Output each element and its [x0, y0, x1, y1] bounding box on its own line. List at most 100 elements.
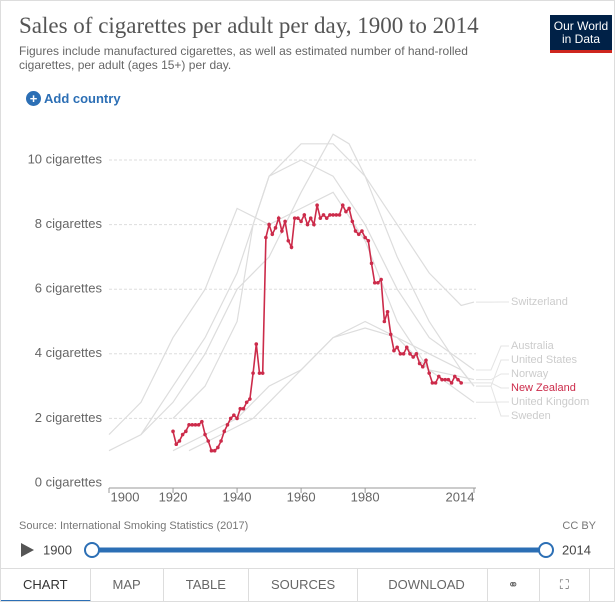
data-point	[209, 448, 214, 453]
label-connector	[476, 385, 509, 417]
data-point	[254, 342, 259, 346]
tab-bar: CHART MAP TABLE SOURCES DOWNLOAD ⚭ ⛶	[1, 568, 614, 601]
add-country[interactable]: + Add country	[26, 91, 121, 106]
x-tick-label: 2014	[446, 489, 475, 504]
data-point	[270, 232, 275, 237]
logo[interactable]: Our World in Data	[550, 15, 612, 53]
data-point	[411, 355, 415, 359]
license: CC BY	[562, 520, 596, 532]
data-point	[382, 319, 387, 324]
data-point	[321, 213, 326, 217]
data-point	[203, 432, 207, 437]
x-tick-label: 1980	[351, 489, 380, 504]
data-point	[385, 310, 390, 314]
data-point	[430, 381, 435, 385]
y-tick-label: 6 cigarettes	[35, 281, 103, 296]
data-point	[328, 213, 332, 217]
data-point	[388, 332, 393, 337]
data-point	[366, 238, 371, 243]
data-point	[312, 222, 316, 227]
data-point	[190, 423, 195, 427]
series-label: United Kingdom	[511, 396, 589, 408]
data-point	[356, 232, 361, 237]
data-point	[398, 352, 403, 356]
data-point	[344, 209, 348, 214]
data-point	[401, 352, 406, 356]
data-point	[200, 419, 204, 424]
series-line	[108, 143, 475, 452]
tab[interactable]: DOWNLOAD	[358, 569, 488, 601]
tab[interactable]: MAP	[91, 569, 164, 601]
timeline-handle[interactable]	[84, 542, 100, 558]
timeline-handle[interactable]	[538, 542, 554, 558]
data-point	[238, 406, 243, 411]
x-tick-label: 1960	[287, 489, 316, 504]
data-point	[171, 429, 175, 434]
data-point	[289, 245, 294, 250]
data-point	[433, 381, 438, 385]
share-button[interactable]: ⚭	[488, 569, 540, 601]
data-point	[196, 423, 201, 427]
data-point	[193, 423, 198, 427]
series-label: Sweden	[511, 410, 551, 422]
data-point	[305, 222, 310, 227]
data-point	[257, 371, 262, 375]
y-tick-label: 0 cigarettes	[35, 474, 103, 489]
data-point	[350, 219, 355, 224]
data-point	[299, 219, 303, 224]
data-point	[267, 222, 271, 227]
series-line	[140, 133, 475, 436]
data-point	[228, 416, 233, 421]
data-point	[184, 429, 188, 434]
add-label[interactable]: Add country	[44, 91, 121, 106]
data-point	[225, 423, 230, 427]
play-button	[21, 543, 34, 557]
label-connector	[476, 359, 509, 387]
series-line	[172, 203, 462, 452]
data-point	[187, 423, 191, 427]
data-point	[216, 445, 220, 450]
data-point	[212, 448, 217, 453]
data-point	[395, 345, 399, 350]
fullscreen-button[interactable]: ⛶	[540, 569, 590, 601]
data-point	[264, 235, 268, 240]
data-point	[273, 226, 278, 230]
y-tick-label: 10 cigarettes	[28, 151, 103, 166]
timeline-end: 2014	[562, 542, 591, 557]
data-point	[206, 439, 211, 443]
tab[interactable]: CHART	[1, 569, 91, 601]
data-point	[235, 416, 239, 421]
data-point	[379, 277, 383, 282]
series-label: United States	[511, 354, 578, 366]
data-point	[324, 216, 329, 220]
data-point	[452, 374, 457, 379]
data-point	[427, 371, 431, 375]
data-point	[363, 235, 367, 240]
data-point	[331, 213, 335, 217]
x-tick-label: 1940	[223, 489, 252, 504]
data-point	[436, 374, 441, 379]
data-point	[443, 377, 447, 382]
data-point	[376, 280, 380, 285]
y-tick-label: 2 cigarettes	[35, 410, 103, 425]
data-point	[315, 203, 319, 208]
tab[interactable]: SOURCES	[249, 569, 359, 601]
series-label: Australia	[511, 340, 555, 352]
data-point	[177, 439, 182, 443]
data-point	[353, 229, 358, 233]
tab[interactable]: TABLE	[164, 569, 249, 601]
data-point	[232, 413, 236, 417]
data-point	[414, 352, 419, 356]
data-point	[369, 261, 374, 266]
y-tick-label: 4 cigarettes	[35, 345, 103, 360]
data-point	[459, 381, 463, 385]
label-connector	[476, 345, 509, 371]
data-point	[360, 229, 364, 233]
data-point	[392, 348, 396, 353]
data-point	[174, 442, 179, 447]
data-point	[446, 377, 451, 382]
data-point	[248, 397, 252, 401]
data-point	[334, 213, 339, 217]
label-connector	[476, 373, 509, 381]
